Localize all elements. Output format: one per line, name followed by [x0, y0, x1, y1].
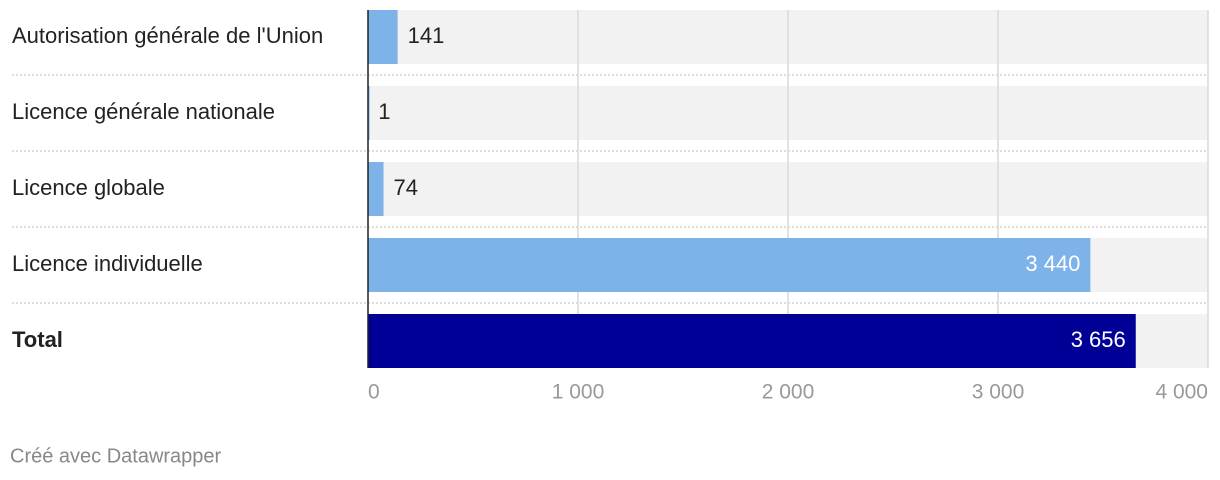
x-tick-label: 1 000 [552, 381, 605, 404]
value-label: 74 [394, 175, 418, 200]
bar [368, 10, 398, 64]
x-tick-label: 0 [368, 381, 380, 404]
value-label: 1 [378, 99, 390, 124]
bar [368, 162, 384, 216]
x-tick-label: 4 000 [1155, 381, 1208, 404]
bar [368, 314, 1136, 368]
value-label: 3 656 [1071, 327, 1126, 352]
category-label: Total [12, 327, 63, 352]
category-label: Licence globale [12, 175, 165, 200]
footer: Créé avec Datawrapper [10, 445, 222, 467]
category-label: Autorisation générale de l'Union [12, 23, 323, 48]
x-tick-label: 3 000 [972, 381, 1025, 404]
x-tick-label: 2 000 [762, 381, 815, 404]
bar [368, 238, 1091, 292]
value-label: 3 440 [1025, 251, 1080, 276]
category-label: Licence individuelle [12, 251, 203, 276]
category-label: Licence générale nationale [12, 99, 275, 124]
value-label: 141 [408, 23, 445, 48]
